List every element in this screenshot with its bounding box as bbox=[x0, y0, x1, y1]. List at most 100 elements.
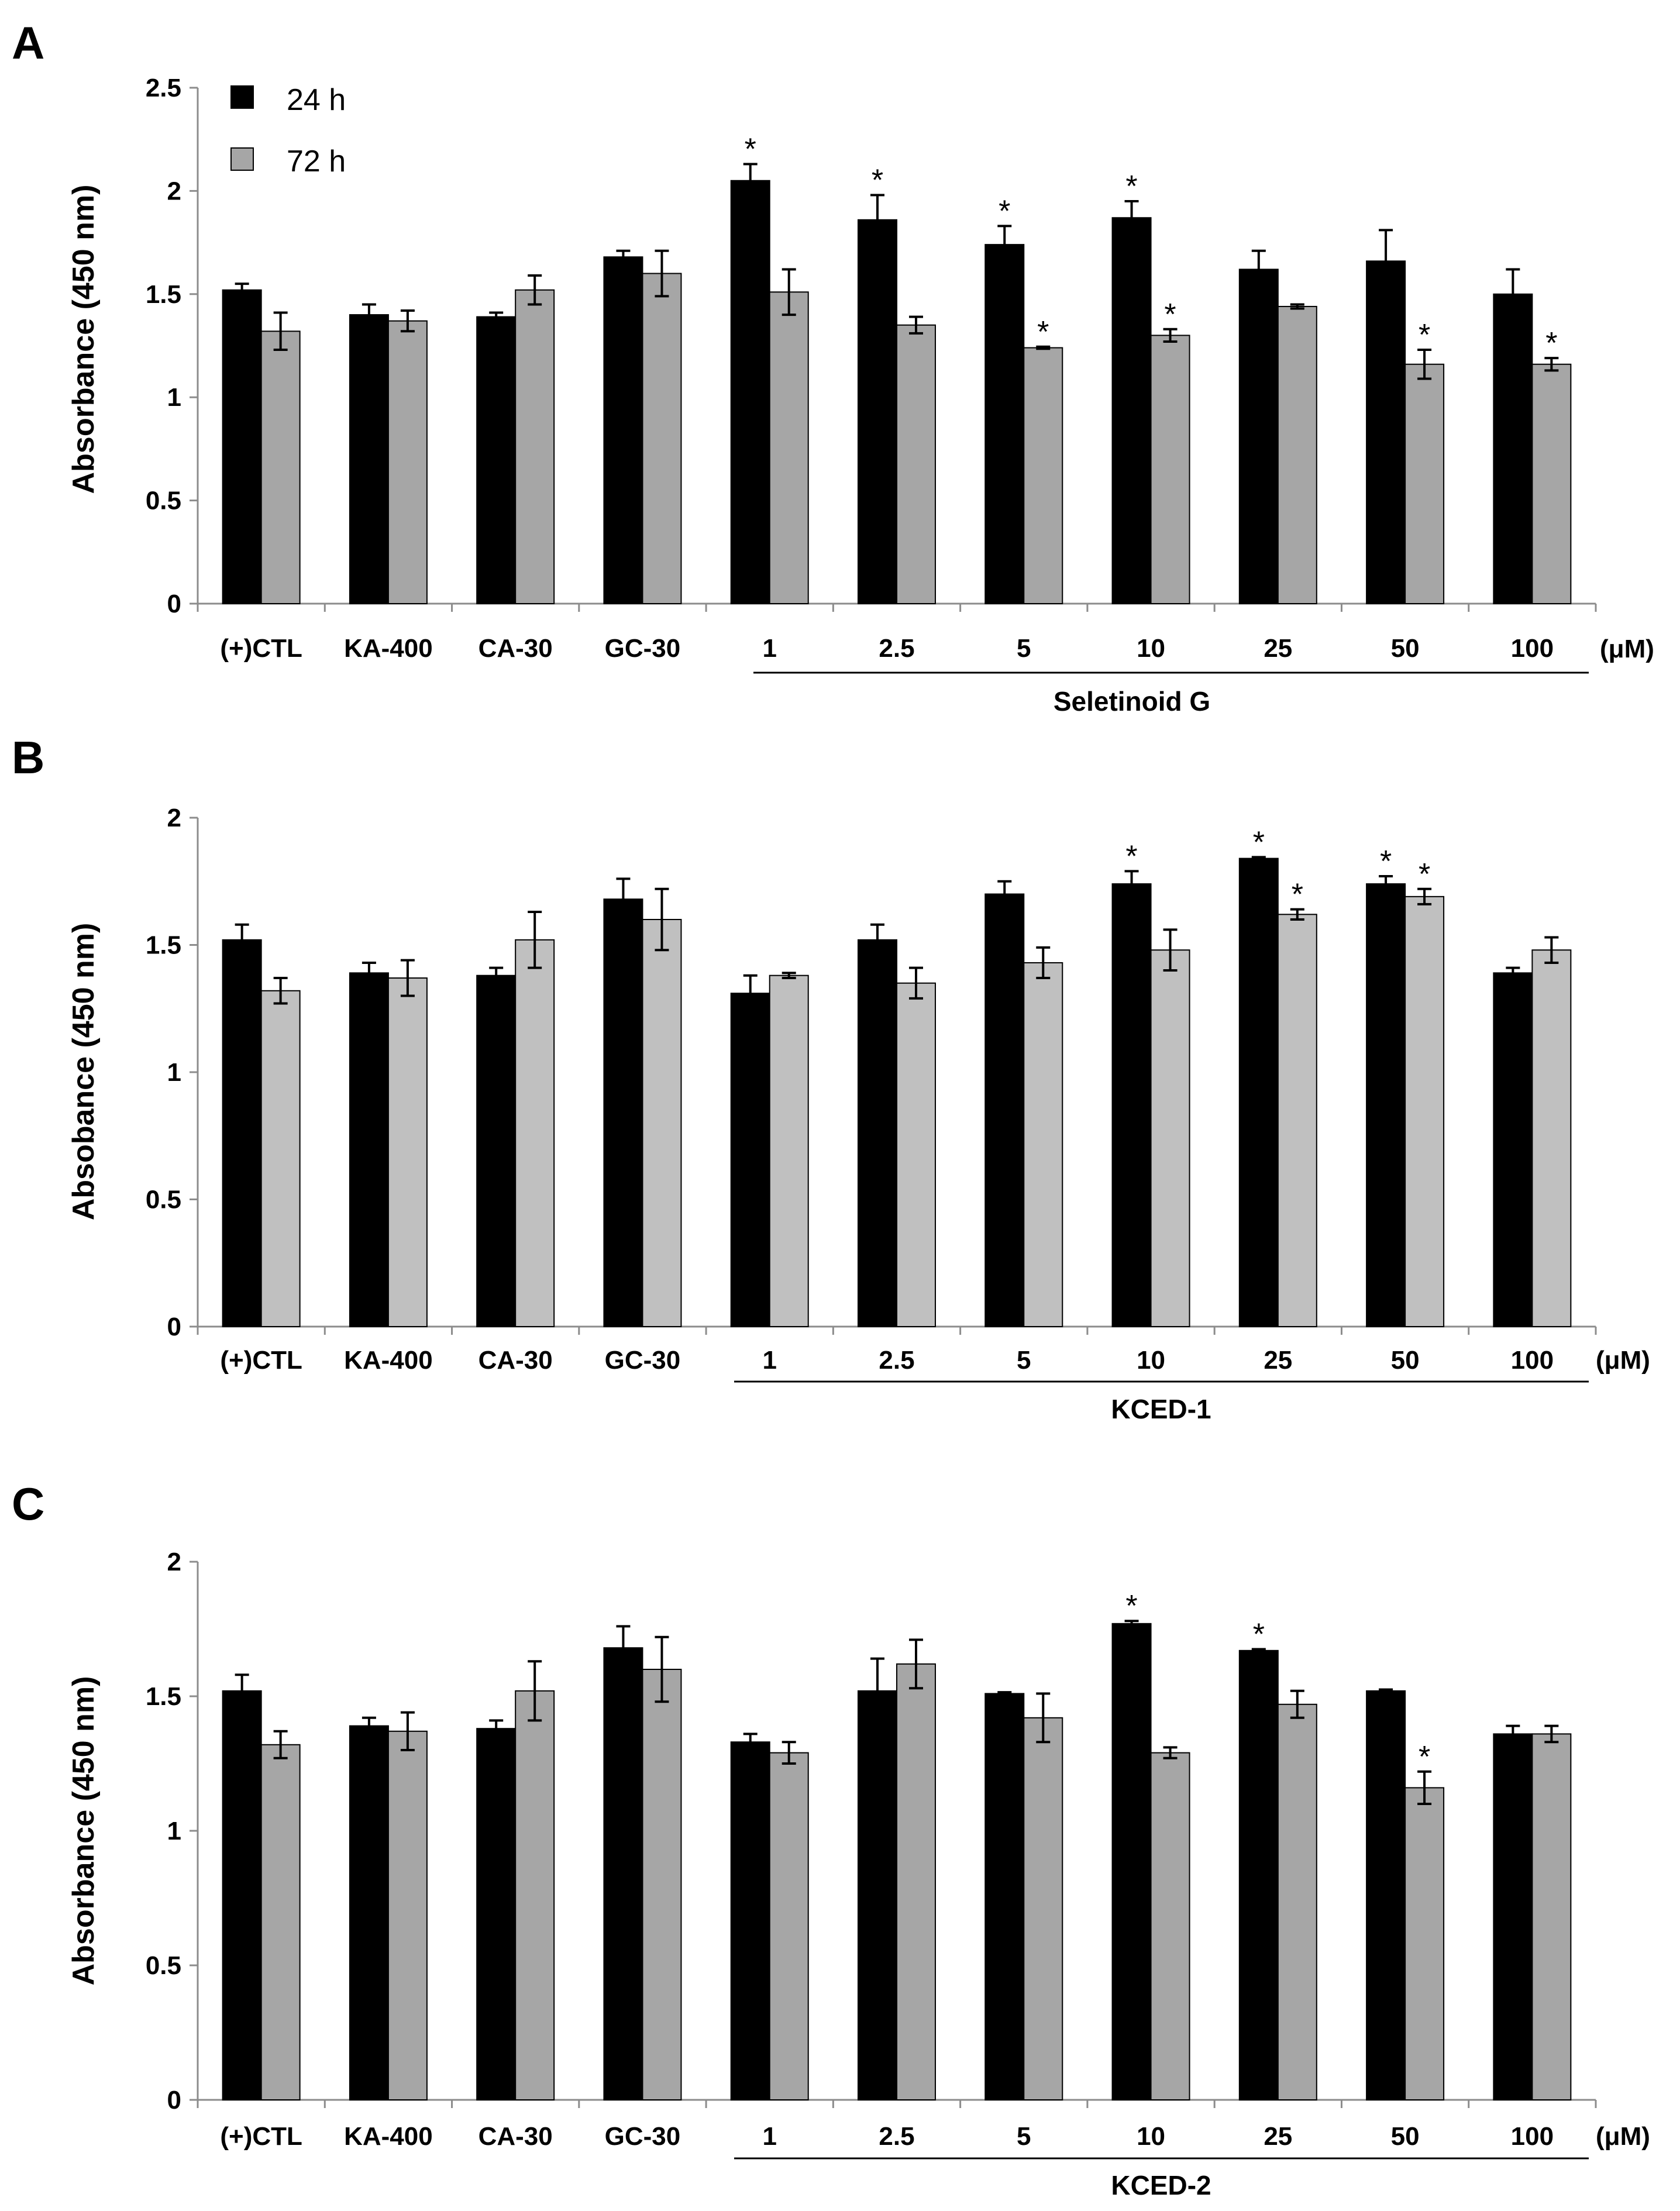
panel-a-significance-star: * bbox=[999, 194, 1010, 228]
panel-c-y-tick-label: 1 bbox=[167, 1817, 181, 1845]
panel-c-bar-24h bbox=[1493, 1733, 1533, 2100]
panel-b-category-label: 25 bbox=[1264, 1346, 1292, 1375]
panel-a-letter: A bbox=[12, 17, 44, 68]
panel-a-significance-star: * bbox=[745, 133, 756, 167]
panel-a-category-label: 100 bbox=[1511, 634, 1554, 663]
panel-b-bar-24h bbox=[476, 974, 517, 1327]
panel-b-bar-72h bbox=[1404, 896, 1445, 1327]
panel-a-bar-24h bbox=[1493, 293, 1533, 604]
legend-swatch-72h bbox=[230, 147, 254, 171]
panel-b-bar-24h bbox=[1366, 883, 1406, 1327]
panel-a-bar-24h bbox=[858, 219, 897, 604]
panel-a-bar-72h bbox=[642, 273, 682, 604]
panel-c-bar-72h bbox=[769, 1752, 809, 2101]
panel-c-bar-24h bbox=[984, 1693, 1025, 2100]
panel-a-significance-star: * bbox=[1419, 318, 1430, 352]
panel-b-y-tick-label: 1 bbox=[167, 1058, 181, 1087]
panel-c-bar-72h bbox=[515, 1690, 555, 2101]
panel-c-bar-72h bbox=[1150, 1752, 1190, 2101]
panel-b-bar-72h bbox=[642, 919, 682, 1327]
panel-c-letter: C bbox=[12, 1478, 44, 1530]
panel-a-bar-24h bbox=[984, 244, 1025, 604]
panel-b-bar-72h bbox=[1531, 949, 1572, 1327]
panel-c-category-label: CA-30 bbox=[478, 2122, 553, 2151]
panel-b-bar-24h bbox=[1493, 972, 1533, 1327]
panel-b-significance-star: * bbox=[1253, 825, 1265, 859]
panel-a-bar-24h bbox=[222, 289, 262, 604]
panel-c-significance-star: * bbox=[1125, 1589, 1137, 1623]
panel-c-category-label: 1 bbox=[762, 2122, 776, 2151]
panel-c-bar-24h bbox=[1366, 1690, 1406, 2101]
panel-a-bar-24h bbox=[476, 316, 517, 604]
panel-b-category-label: KA-400 bbox=[344, 1346, 433, 1375]
panel-c-category-label: KA-400 bbox=[344, 2122, 433, 2151]
panel-c-bar-24h bbox=[1111, 1623, 1152, 2101]
panel-a-bar-72h bbox=[1150, 335, 1190, 604]
panel-a-bar-72h bbox=[1531, 363, 1572, 604]
panel-b-category-label: 1 bbox=[762, 1346, 776, 1375]
panel-a-bar-72h bbox=[1404, 363, 1445, 604]
panel-a-category-label: 2.5 bbox=[879, 634, 914, 663]
panel-c-bar-72h bbox=[1531, 1733, 1572, 2100]
panel-c-bar-24h bbox=[349, 1725, 389, 2101]
panel-a-bar-24h bbox=[349, 314, 389, 605]
panel-b-bar-72h bbox=[769, 974, 809, 1327]
panel-a-y-tick-label: 1.5 bbox=[146, 280, 181, 309]
panel-c-unit-label: (μM) bbox=[1596, 2122, 1650, 2151]
panel-a-category-label: CA-30 bbox=[478, 634, 553, 663]
panel-a-y-tick-label: 1 bbox=[167, 383, 181, 412]
panel-b-bar-72h bbox=[387, 977, 428, 1328]
panel-a-bar-24h bbox=[603, 256, 643, 604]
panel-b-y-tick-label: 2 bbox=[167, 804, 181, 832]
panel-c-category-label: (+)CTL bbox=[220, 2122, 302, 2151]
panel-a-bar-24h bbox=[1238, 268, 1279, 604]
panel-c-bar-72h bbox=[1404, 1787, 1445, 2100]
panel-a-significance-star: * bbox=[872, 163, 883, 197]
panel-b-category-label: 50 bbox=[1391, 1346, 1420, 1375]
panel-a-bar-72h bbox=[896, 324, 936, 604]
panel-c-bar-24h bbox=[476, 1728, 517, 2100]
panel-a-significance-star: * bbox=[1037, 315, 1049, 349]
panel-b-bar-72h bbox=[1023, 962, 1063, 1327]
panel-a-bar-72h bbox=[769, 291, 809, 605]
panel-c-category-label: 25 bbox=[1264, 2122, 1292, 2151]
panel-a-y-tick-label: 2 bbox=[167, 177, 181, 205]
panel-c-bar-24h bbox=[222, 1690, 262, 2101]
panel-b-y-tick-label: 0 bbox=[167, 1313, 181, 1341]
panel-c-bar-24h bbox=[858, 1690, 897, 2101]
panel-a-category-label: 50 bbox=[1391, 634, 1420, 663]
panel-b-group-label: KCED-1 bbox=[1111, 1394, 1211, 1424]
panel-c: C Absorbance (450 nm) KCED-2 (μM) 0 0.5 1 1… bbox=[12, 1478, 1650, 2200]
panel-a-y-tick-label: 2.5 bbox=[146, 74, 181, 102]
panel-c-bar-72h bbox=[896, 1663, 936, 2101]
panel-c-category-label: GC-30 bbox=[605, 2122, 681, 2151]
panel-a-category-label: 1 bbox=[762, 634, 776, 663]
panel-c-significance-star: * bbox=[1253, 1618, 1265, 1652]
panel-c-bar-72h bbox=[387, 1730, 428, 2101]
panel-a-y-tick-label: 0.5 bbox=[146, 487, 181, 515]
panel-b-y-axis-title: Absobance (450 nm) bbox=[67, 923, 101, 1221]
panel-b-category-label: 5 bbox=[1017, 1346, 1031, 1375]
legend-label-24h: 24 h bbox=[287, 83, 346, 117]
panel-c-category-label: 5 bbox=[1017, 2122, 1031, 2151]
panel-b-y-tick-label: 1.5 bbox=[146, 931, 181, 960]
panel-a-category-label: 25 bbox=[1264, 634, 1292, 663]
legend-swatch-24h bbox=[230, 85, 254, 109]
panel-c-category-label: 10 bbox=[1137, 2122, 1165, 2151]
panel-b-significance-star: * bbox=[1292, 878, 1303, 912]
panel-a-significance-star: * bbox=[1164, 298, 1176, 332]
panel-c-bar-24h bbox=[730, 1741, 770, 2100]
panel-c-group-label: KCED-2 bbox=[1111, 2170, 1211, 2200]
panel-b-category-label: 100 bbox=[1511, 1346, 1554, 1375]
panel-b-bar-72h bbox=[1277, 914, 1317, 1328]
panel-b-bar-24h bbox=[984, 893, 1025, 1327]
panel-c-y-tick-label: 0.5 bbox=[146, 1951, 181, 1980]
panel-c-y-tick-label: 0 bbox=[167, 2086, 181, 2114]
panel-c-bar-72h bbox=[1023, 1717, 1063, 2101]
panel-b-category-label: 2.5 bbox=[879, 1346, 914, 1375]
panel-b: B Absobance (450 nm) KCED-1 (μM) 0 0.5 1 1.… bbox=[12, 732, 1650, 1424]
panel-b-significance-star: * bbox=[1380, 845, 1392, 879]
panel-a-bar-72h bbox=[515, 289, 555, 604]
panel-c-bar-24h bbox=[603, 1647, 643, 2100]
